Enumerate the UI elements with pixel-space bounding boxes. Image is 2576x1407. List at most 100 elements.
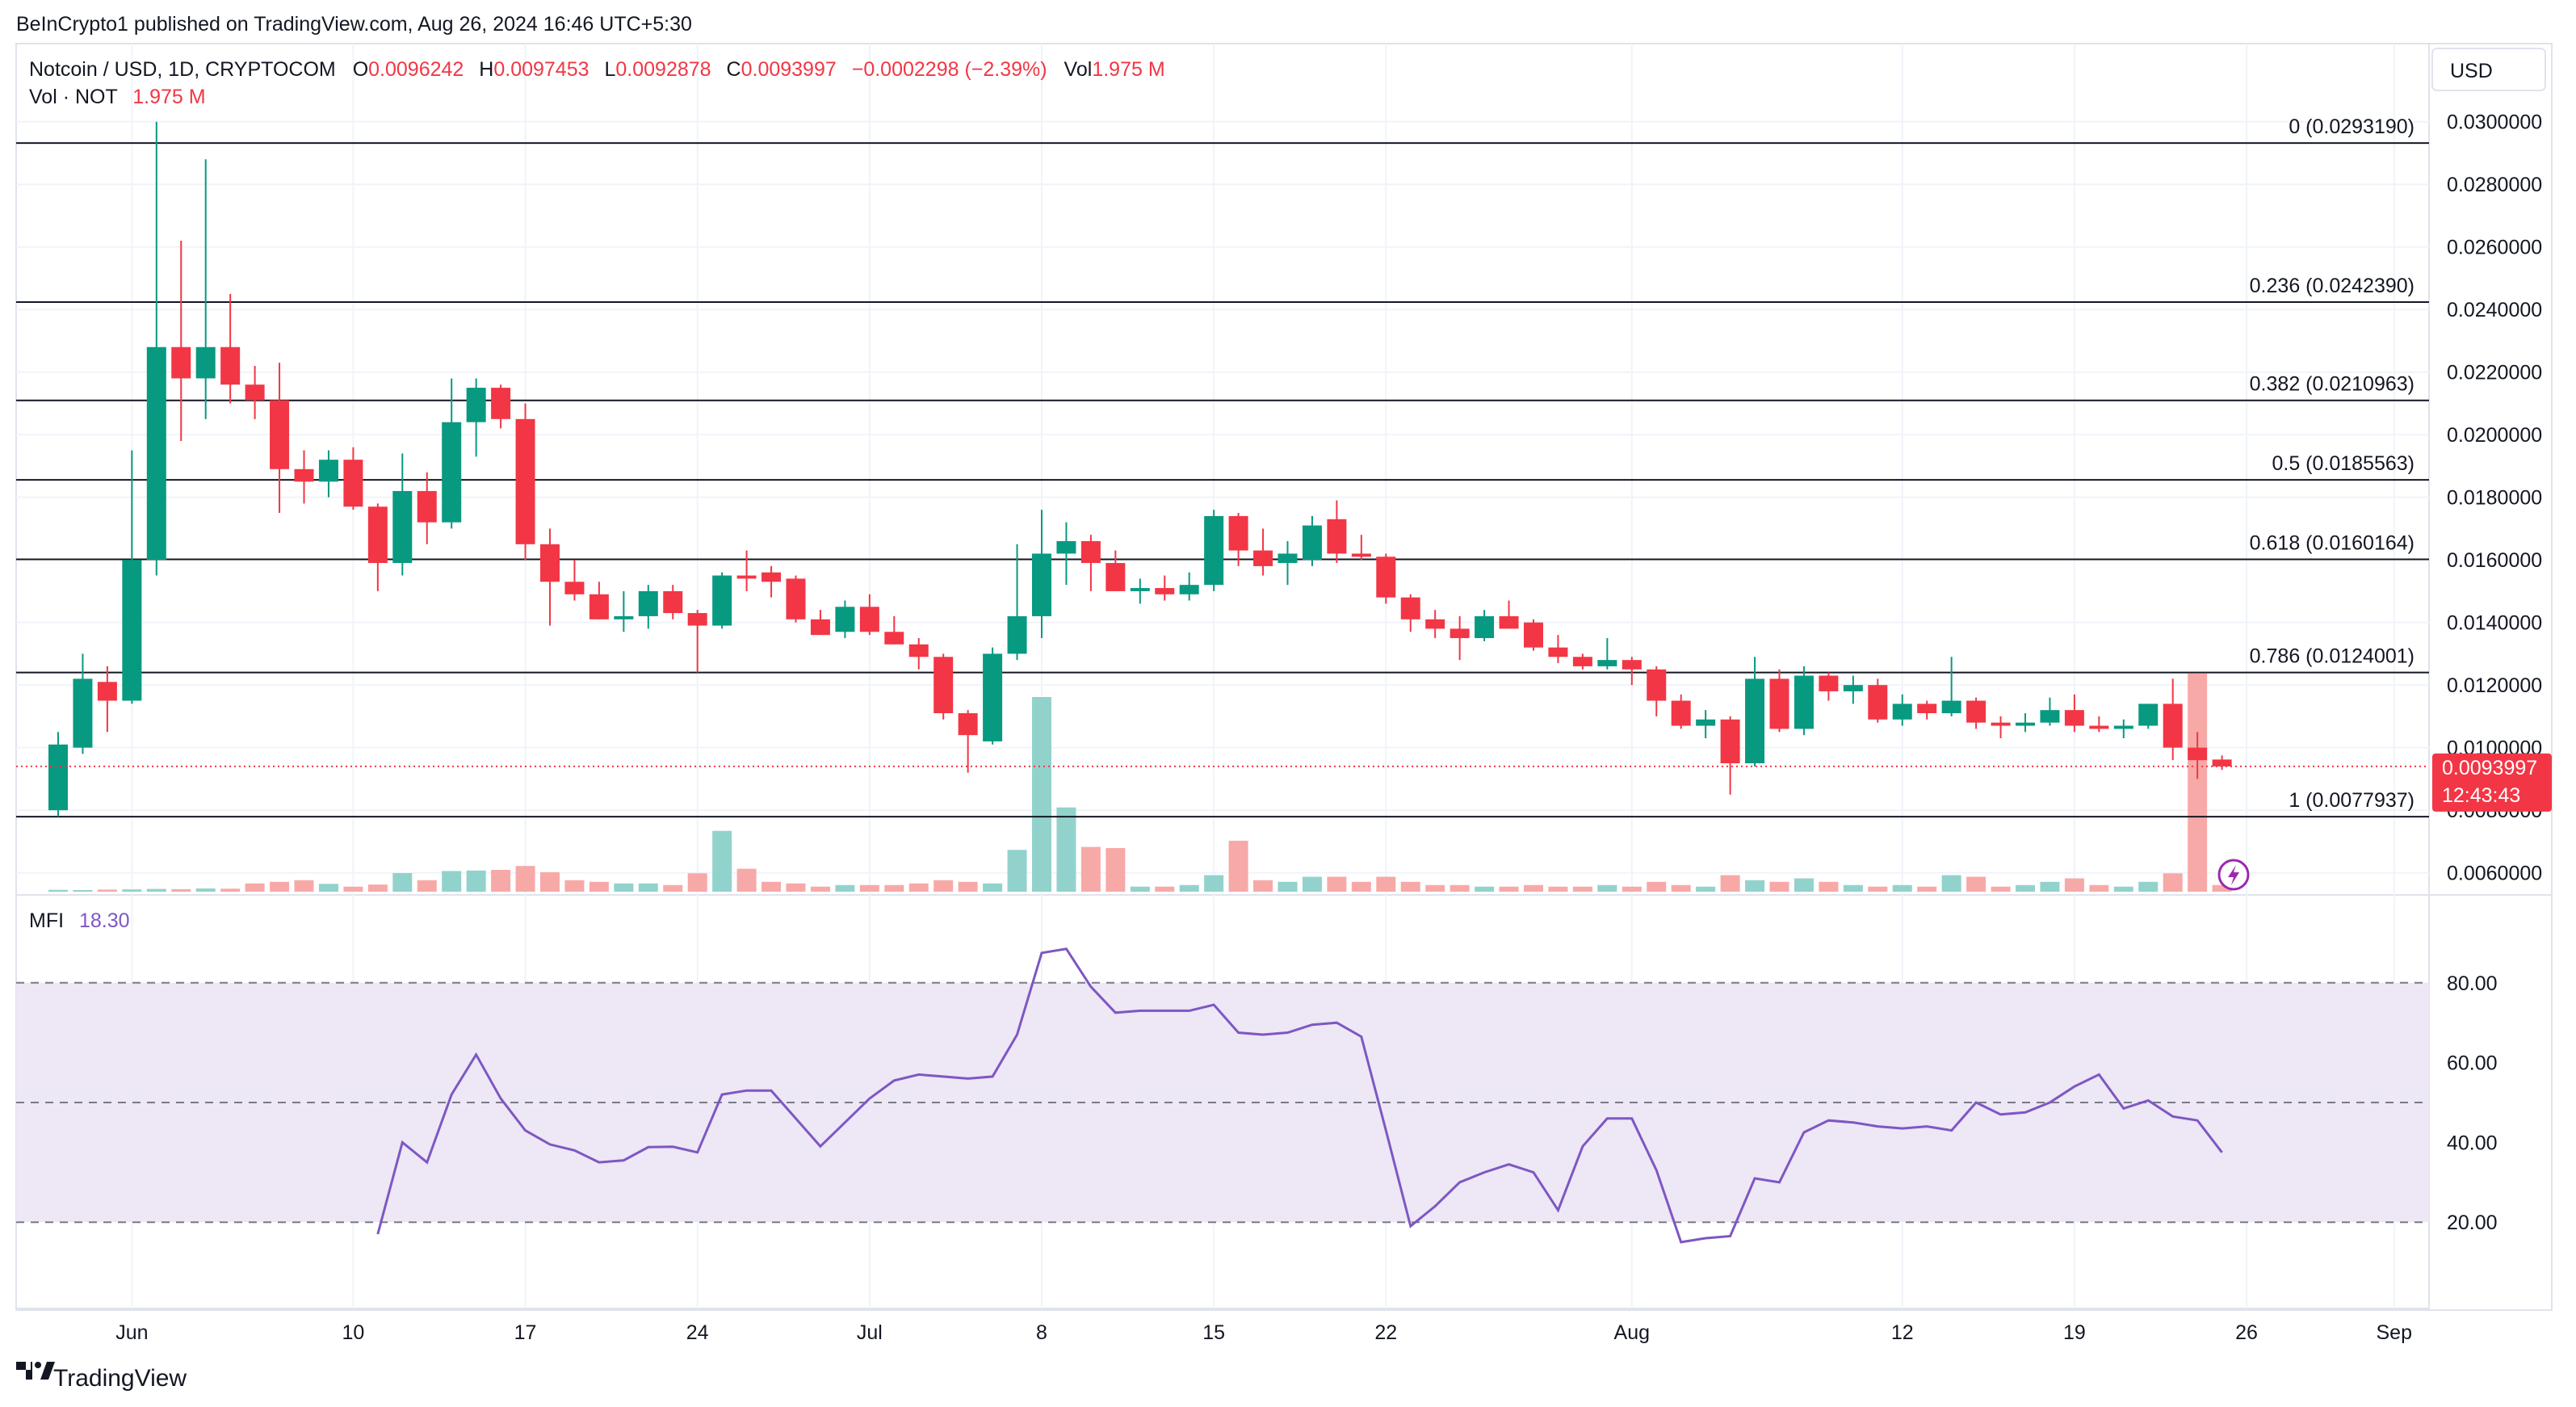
volume-bar (1130, 886, 1150, 892)
price-tick-label: 0.0200000 (2447, 424, 2542, 447)
candle-body (1080, 540, 1101, 564)
volume-bar (2089, 884, 2109, 892)
mfi-tick-label: 60.00 (2447, 1052, 2498, 1075)
volume-bar (122, 889, 142, 892)
volume-bar (270, 881, 290, 892)
time-tick-label: 10 (342, 1321, 364, 1344)
candle-body (1400, 597, 1420, 620)
candle-body (761, 572, 782, 582)
candle-body (712, 575, 732, 626)
price-tick-label: 0.0140000 (2447, 612, 2542, 635)
volume-bar (1278, 881, 1298, 892)
volume-bar (1671, 884, 1691, 892)
candle-body (1671, 700, 1691, 726)
mfi-legend: MFI 18.30 (29, 909, 130, 932)
candle-body (1278, 553, 1298, 564)
volume-bar (1056, 807, 1076, 892)
candle-body (1032, 553, 1051, 616)
volume-bar (1179, 884, 1199, 892)
candle-body (1597, 660, 1617, 666)
volume-bar (1597, 884, 1617, 892)
candle-body (736, 575, 757, 579)
candle-body (245, 384, 265, 401)
volume-bar (958, 881, 978, 892)
legend-low-label: L (604, 58, 615, 81)
volume-bar (638, 883, 658, 892)
fib-label: 0.618 (0.0160164) (2250, 532, 2414, 555)
price-tick-label: 0.0120000 (2447, 674, 2542, 697)
candle-body (614, 615, 634, 620)
volume-bar (859, 884, 879, 892)
volume-bar (1302, 876, 1322, 892)
candle-body (2089, 725, 2109, 729)
tradingview-logo-slash (40, 1362, 55, 1380)
legend-close: 0.0093997 (741, 58, 837, 81)
candle-body (1696, 719, 1716, 726)
last-price-label: 0.0093997 12:43:43 (2432, 753, 2552, 812)
volume-bar (466, 870, 486, 892)
candle-body (1991, 722, 2011, 726)
candle-body (1843, 685, 1863, 691)
tradingview-logo-dot (35, 1362, 41, 1368)
candle-body (343, 460, 363, 507)
price-tick-label: 0.0180000 (2447, 487, 2542, 510)
fib-label: 0.236 (0.0242390) (2250, 275, 2414, 297)
volume-bar (515, 866, 535, 892)
volume-bar (1450, 884, 1470, 892)
candle-body (1622, 660, 1642, 670)
time-tick-label: Aug (1614, 1321, 1650, 1344)
volume-bar (195, 888, 216, 892)
candle-body (2138, 704, 2159, 726)
candle-body (122, 560, 142, 701)
volume-bar (1400, 881, 1420, 892)
candle-body (270, 400, 290, 469)
volume-bar (1843, 884, 1863, 892)
candle-body (2016, 722, 2035, 726)
mfi-band (16, 981, 2429, 1224)
fib-label: 0.5 (0.0185563) (2272, 452, 2414, 475)
candle-body (1819, 675, 1839, 691)
candle-body (146, 346, 166, 561)
currency-button-label[interactable]: USD (2450, 60, 2493, 82)
last-price-badge (2432, 753, 2552, 812)
lightning-icon[interactable] (2217, 859, 2250, 891)
volume-bar (2016, 884, 2035, 892)
candle-body (2113, 725, 2133, 729)
volume-bar (318, 884, 338, 892)
volume-bar (1228, 840, 1248, 892)
candle-body (1327, 519, 1347, 554)
candle-body (367, 506, 388, 564)
candle-body (540, 544, 560, 582)
candle-body (1253, 550, 1273, 566)
currency-button-frame[interactable] (2431, 48, 2546, 91)
candle-body (933, 657, 954, 714)
price-tick-label: 0.0220000 (2447, 362, 2542, 384)
price-tick-label: 0.0060000 (2447, 863, 2542, 885)
volume-bar (884, 884, 904, 892)
volume-bar (220, 888, 241, 892)
volume-bar (1720, 875, 1740, 892)
currency-button[interactable]: USD (2431, 48, 2546, 91)
lightning-icon-bolt[interactable] (2228, 865, 2239, 885)
candle-body (1868, 685, 1888, 720)
candle-body (1524, 622, 1543, 648)
candle-body (1647, 669, 1667, 701)
candle-body (1720, 719, 1740, 764)
volume-bar (73, 890, 93, 892)
volume-bar (835, 884, 855, 892)
volume-bar (1745, 880, 1765, 892)
volume-bar (2064, 878, 2084, 892)
candle-body (73, 678, 93, 748)
mfi-line (376, 947, 2223, 1244)
candle-body (663, 590, 683, 614)
candle-body (417, 490, 437, 523)
legend-high-label: H (479, 58, 493, 81)
candle-body (564, 582, 585, 594)
candle-body (294, 468, 314, 482)
price-tick-label: 0.0240000 (2447, 299, 2542, 321)
time-tick-label: 19 (2063, 1321, 2086, 1344)
legend-vol-label: Vol (1064, 58, 1093, 81)
volume-bar (1425, 884, 1445, 892)
volume-bar (1622, 886, 1642, 892)
